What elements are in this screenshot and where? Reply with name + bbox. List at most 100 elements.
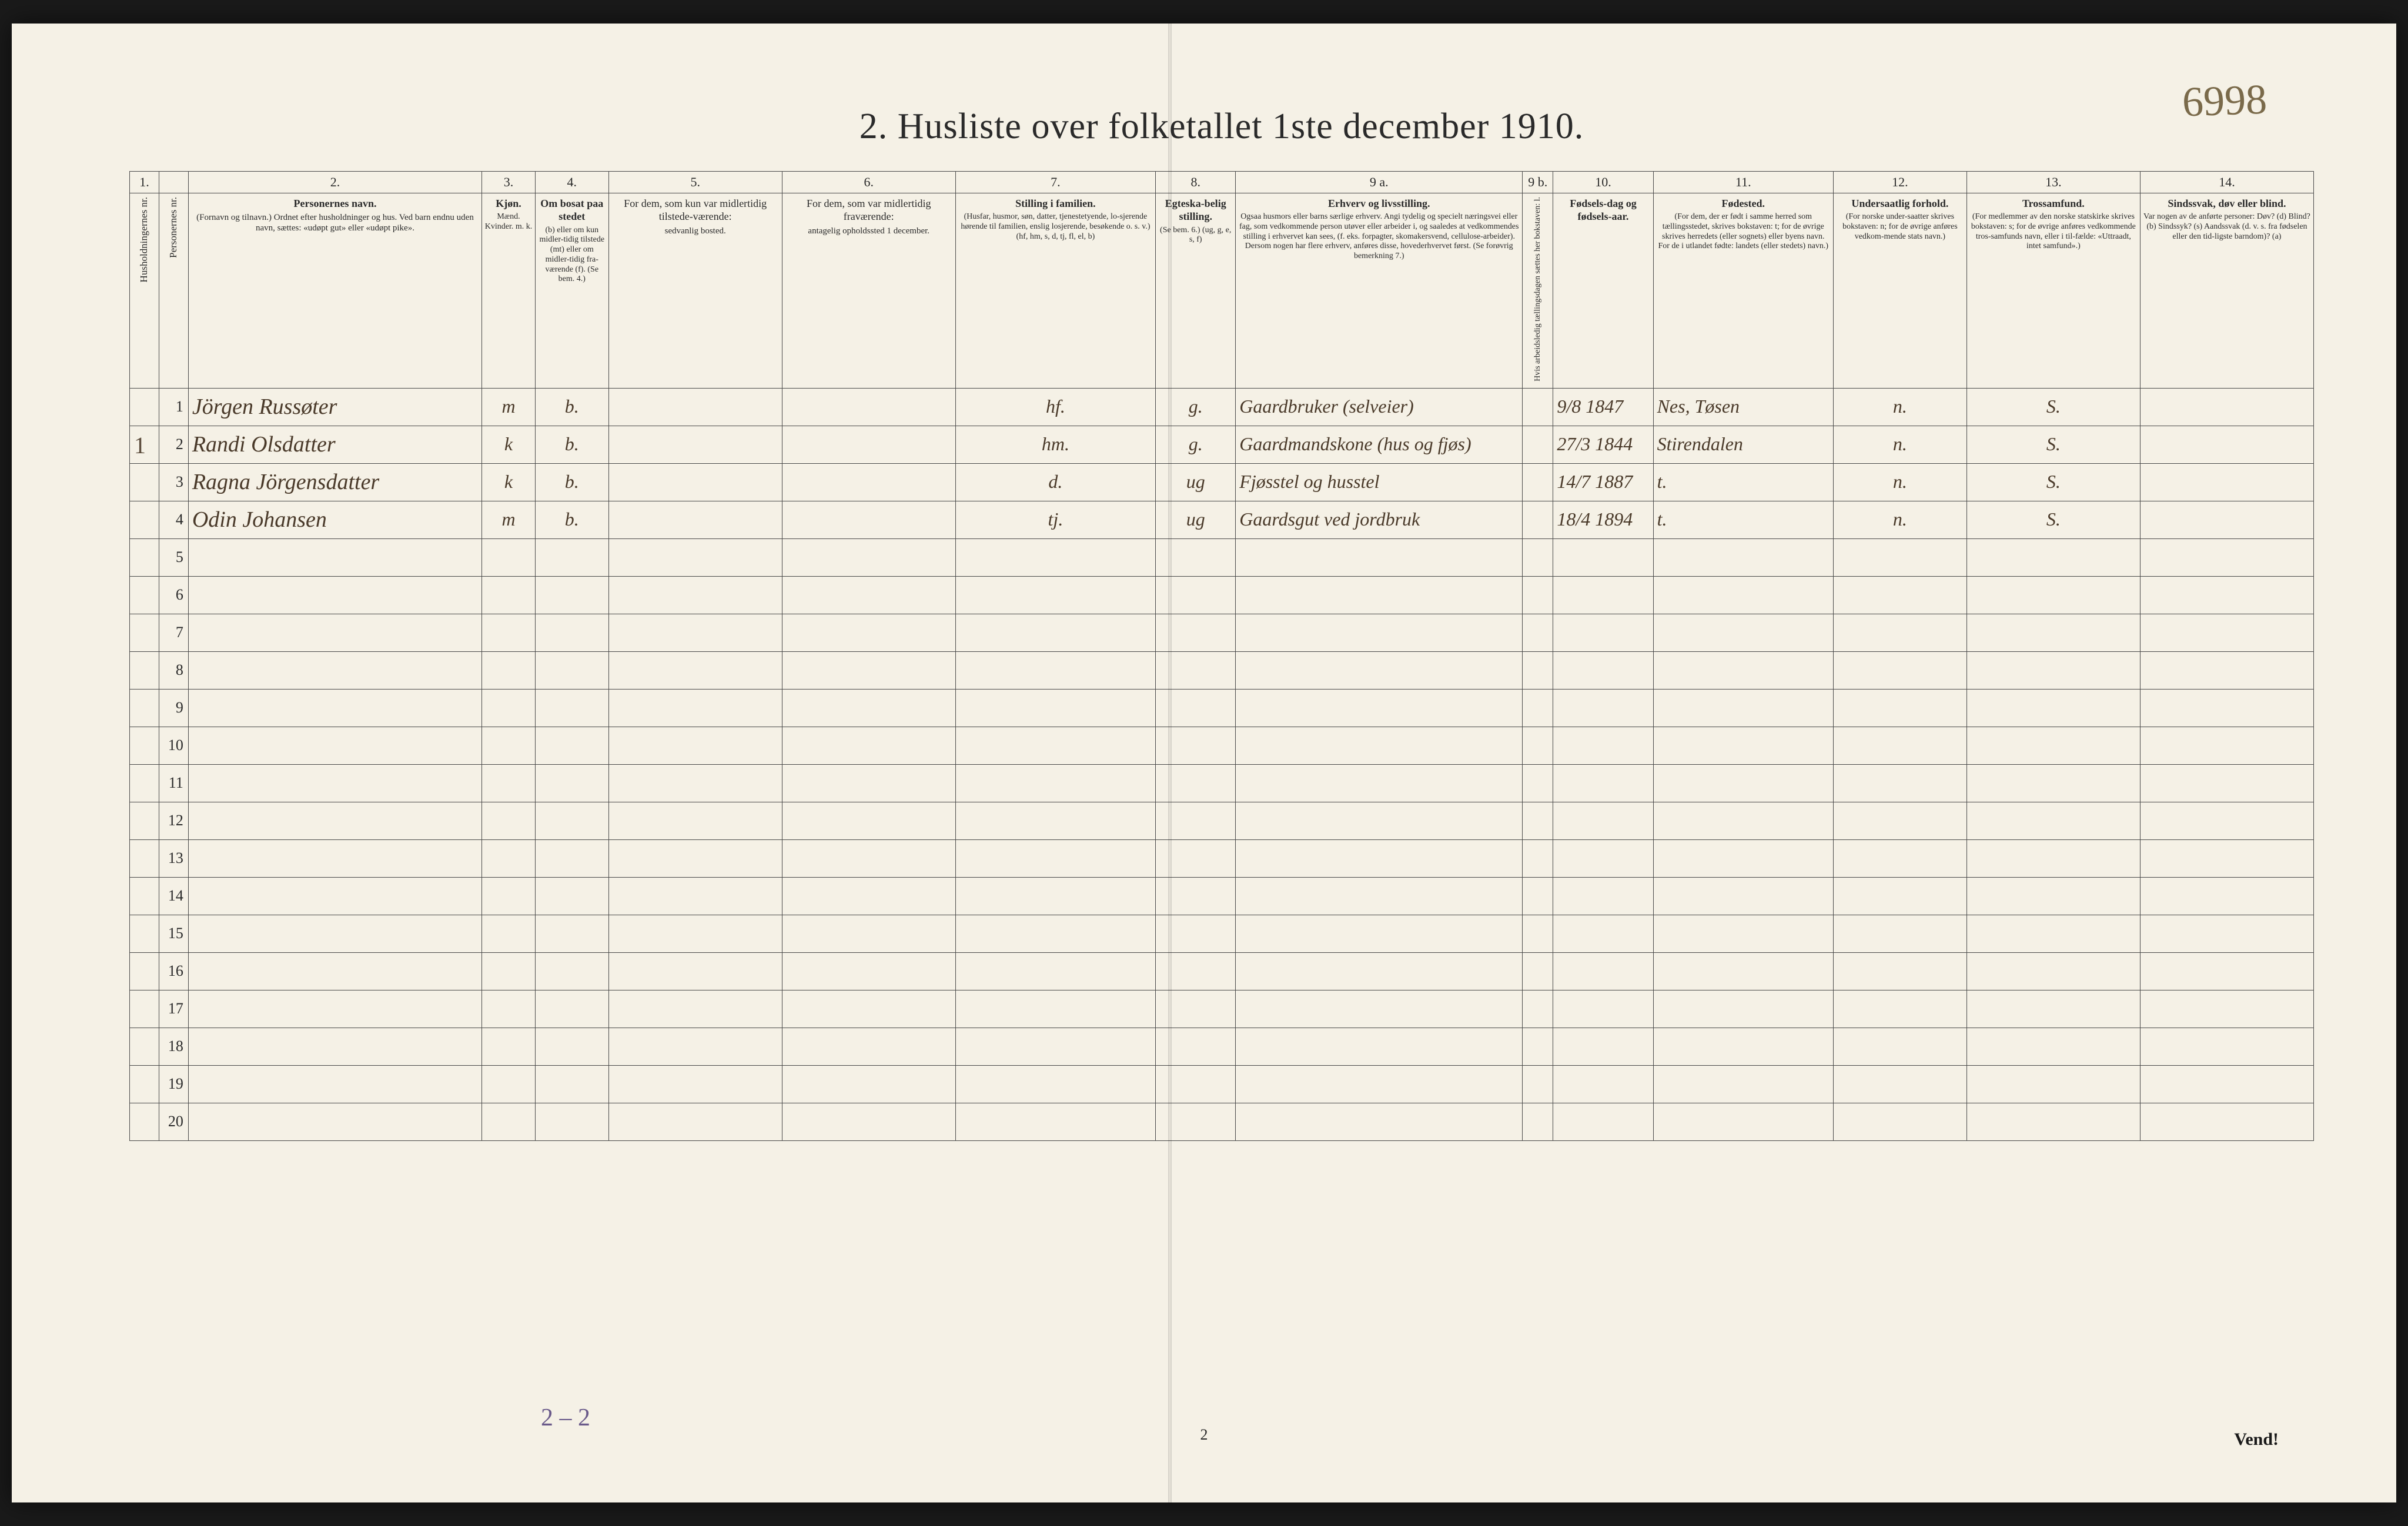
cell-religion: S.	[1966, 463, 2140, 501]
cell-empty	[1653, 802, 1833, 839]
cell-household	[130, 388, 159, 426]
cell-empty	[1966, 538, 2140, 576]
cell-person-nr: 3	[159, 463, 188, 501]
cell-empty	[1833, 764, 1966, 802]
cell-empty	[482, 538, 536, 576]
cell-empty	[482, 576, 536, 614]
table-row-empty: 8	[130, 651, 2314, 689]
cell-empty	[535, 689, 608, 727]
cell-empty	[608, 802, 782, 839]
cell-empty	[1553, 839, 1653, 877]
cell-empty	[2140, 839, 2313, 877]
cell-empty	[1966, 802, 2140, 839]
cell-person-nr: 9	[159, 689, 188, 727]
cell-empty	[1653, 915, 1833, 952]
cell-empty	[782, 727, 955, 764]
table-row-empty: 5	[130, 538, 2314, 576]
cell-person-nr: 15	[159, 915, 188, 952]
cell-empty	[608, 877, 782, 915]
cell-empty	[955, 1028, 1155, 1065]
cell-empty	[1523, 839, 1553, 877]
table-row-empty: 19	[130, 1065, 2314, 1103]
cell-empty	[608, 839, 782, 877]
cell-temp-present	[608, 388, 782, 426]
colnum-14: 14.	[2140, 172, 2313, 193]
cell-empty	[482, 727, 536, 764]
colnum-1: 1.	[130, 172, 159, 193]
hdr-nationality-title: Undersaatlig forhold.	[1851, 198, 1948, 209]
hdr-disability: Sindssvak, døv eller blind. Var nogen av…	[2140, 193, 2313, 388]
cell-empty	[955, 802, 1155, 839]
cell-person-nr: 7	[159, 614, 188, 651]
cell-empty	[1553, 727, 1653, 764]
cell-empty	[482, 614, 536, 651]
cell-person-nr: 14	[159, 877, 188, 915]
cell-empty	[782, 839, 955, 877]
cell-empty	[782, 614, 955, 651]
hdr-birthplace-sub: (For dem, der er født i samme herred som…	[1656, 212, 1831, 252]
cell-empty	[188, 651, 481, 689]
cell-empty	[1523, 952, 1553, 990]
cell-birthplace: t.	[1653, 501, 1833, 538]
cell-empty	[1966, 952, 2140, 990]
page-title: 2. Husliste over folketallet 1ste decemb…	[129, 106, 2314, 148]
table-row: 2Randi Olsdatterkb.hm.g.Gaardmandskone (…	[130, 426, 2314, 463]
cell-empty	[482, 877, 536, 915]
cell-household	[130, 538, 159, 576]
cell-empty	[1833, 538, 1966, 576]
cell-empty	[1236, 1065, 1523, 1103]
cell-empty	[1966, 689, 2140, 727]
cell-empty	[782, 764, 955, 802]
cell-household	[130, 990, 159, 1028]
cell-empty	[188, 877, 481, 915]
cell-religion: S.	[1966, 426, 2140, 463]
colnum-4: 4.	[535, 172, 608, 193]
cell-disability	[2140, 463, 2313, 501]
cell-empty	[1833, 877, 1966, 915]
cell-name: Jörgen Russøter	[188, 388, 481, 426]
cell-empty	[1553, 1103, 1653, 1140]
cell-family: tj.	[955, 501, 1155, 538]
table-row: 4Odin Johansenmb.tj.ugGaardsgut ved jord…	[130, 501, 2314, 538]
hdr-temp-absent-sub: antagelig opholdssted 1 december.	[785, 226, 953, 236]
hdr-family-sub: (Husfar, husmor, søn, datter, tjenestety…	[958, 212, 1153, 242]
cell-empty	[188, 764, 481, 802]
hdr-name-sub: (Fornavn og tilnavn.) Ordnet efter husho…	[191, 212, 479, 233]
household-number-mark: 1	[134, 431, 146, 459]
cell-empty	[535, 651, 608, 689]
hdr-name-title: Personernes navn.	[293, 198, 376, 209]
cell-empty	[955, 538, 1155, 576]
cell-unemployed	[1523, 426, 1553, 463]
cell-empty	[2140, 764, 2313, 802]
table-row-empty: 10	[130, 727, 2314, 764]
cell-empty	[1653, 990, 1833, 1028]
colnum-6: 6.	[782, 172, 955, 193]
cell-empty	[1553, 538, 1653, 576]
cell-empty	[782, 689, 955, 727]
cell-person-nr: 2	[159, 426, 188, 463]
colnum-1b	[159, 172, 188, 193]
cell-empty	[482, 1065, 536, 1103]
hdr-residence-sub: (b) eller om kun midler-tidig tilstede (…	[538, 226, 606, 285]
table-row-empty: 17	[130, 990, 2314, 1028]
cell-empty	[535, 952, 608, 990]
cell-empty	[1653, 877, 1833, 915]
cell-empty	[188, 538, 481, 576]
cell-birthplace: Stirendalen	[1653, 426, 1833, 463]
cell-empty	[1966, 614, 2140, 651]
cell-household	[130, 1028, 159, 1065]
cell-empty	[1833, 839, 1966, 877]
cell-empty	[1833, 614, 1966, 651]
cell-empty	[782, 952, 955, 990]
cell-empty	[608, 915, 782, 952]
table-row-empty: 18	[130, 1028, 2314, 1065]
page-annotation: 6998	[2182, 75, 2268, 127]
cell-empty	[2140, 651, 2313, 689]
cell-status: b.	[535, 388, 608, 426]
cell-empty	[1653, 651, 1833, 689]
colnum-12: 12.	[1833, 172, 1966, 193]
cell-disability	[2140, 501, 2313, 538]
table-row-empty: 16	[130, 952, 2314, 990]
cell-empty	[608, 990, 782, 1028]
table-row-empty: 6	[130, 576, 2314, 614]
